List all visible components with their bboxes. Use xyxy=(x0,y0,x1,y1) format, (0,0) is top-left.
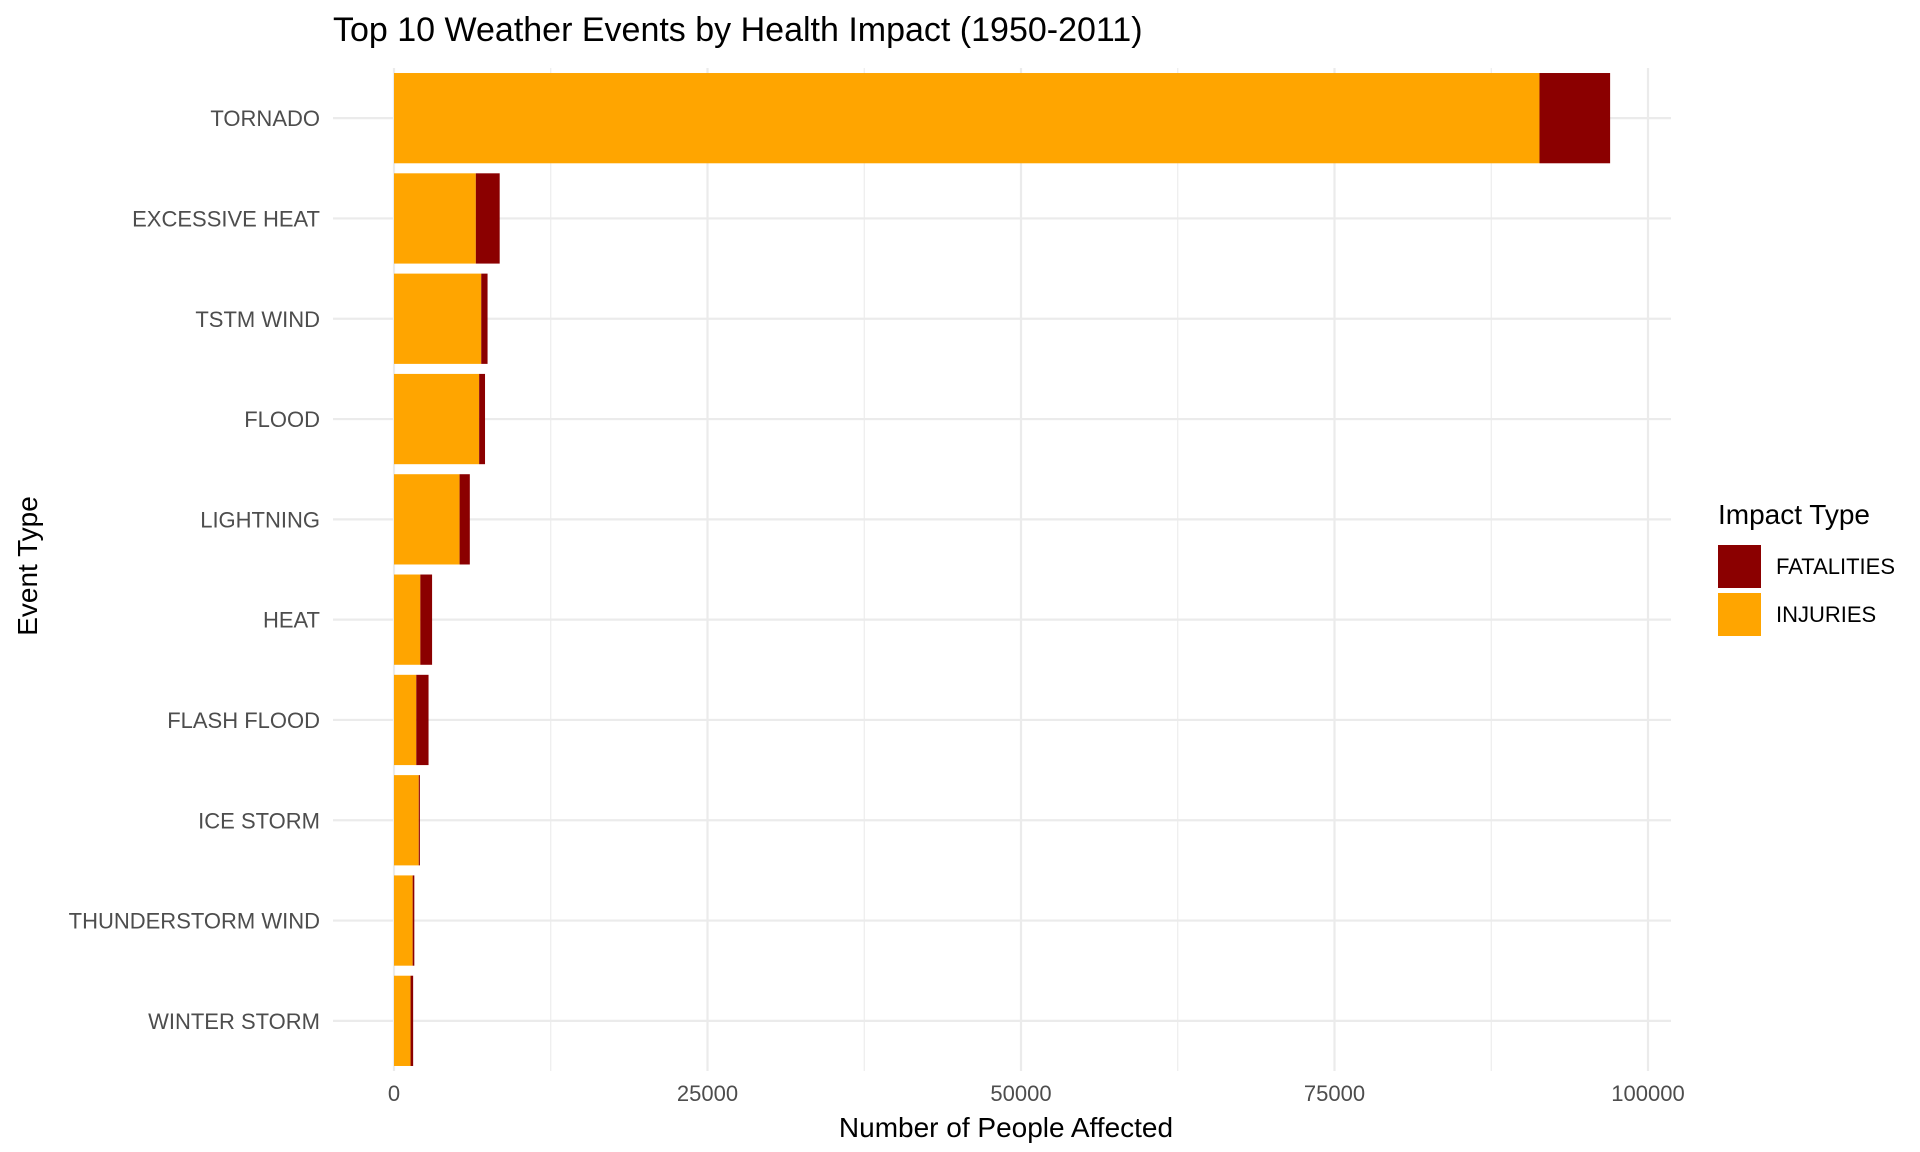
bar-fatalities-flash-flood xyxy=(416,674,429,766)
y-axis-title: Event Type xyxy=(12,496,43,636)
bar-injuries-heat xyxy=(394,574,421,665)
bar-fatalities-winter-storm xyxy=(410,975,414,1066)
bar-injuries-thunderstorm-wind xyxy=(394,875,413,966)
bar-injuries-winter-storm xyxy=(394,975,411,1066)
bar-fatalities-flood xyxy=(479,373,486,465)
x-tick-label: 75000 xyxy=(1304,1081,1365,1106)
bars xyxy=(394,73,1611,1066)
legend: Impact Type FATALITIES INJURIES xyxy=(1718,499,1895,636)
x-tick-label: 100000 xyxy=(1611,1081,1684,1106)
y-tick-label: TORNADO xyxy=(210,106,320,131)
y-tick-label: ICE STORM xyxy=(198,808,320,833)
legend-label-fatalities: FATALITIES xyxy=(1776,554,1895,579)
grid-lines xyxy=(333,68,1671,1071)
x-axis-title: Number of People Affected xyxy=(839,1112,1173,1143)
y-tick-label: FLOOD xyxy=(244,407,320,432)
bar-fatalities-excessive-heat xyxy=(475,173,500,264)
bar-fatalities-heat xyxy=(420,574,433,665)
bar-fatalities-ice-storm xyxy=(418,775,420,866)
legend-items: FATALITIES INJURIES xyxy=(1718,545,1895,636)
legend-swatch-fatalities xyxy=(1718,545,1761,588)
y-tick-label: TSTM WIND xyxy=(195,307,320,332)
bar-injuries-ice-storm xyxy=(394,775,419,866)
x-tick-label: 0 xyxy=(388,1081,400,1106)
bar-injuries-tstm-wind xyxy=(394,273,482,364)
y-tick-label: EXCESSIVE HEAT xyxy=(132,206,320,231)
chart-title: Top 10 Weather Events by Health Impact (… xyxy=(333,11,1143,49)
bar-fatalities-thunderstorm-wind xyxy=(412,875,415,966)
bar-injuries-flood xyxy=(394,373,480,465)
bar-injuries-excessive-heat xyxy=(394,173,476,264)
bar-fatalities-lightning xyxy=(459,474,470,565)
x-tick-label: 50000 xyxy=(990,1081,1051,1106)
x-axis-ticks: 0 25000 50000 75000 100000 xyxy=(388,1081,1685,1106)
y-axis-ticks: TORNADO EXCESSIVE HEAT TSTM WIND FLOOD LIGHT… xyxy=(69,106,320,1034)
y-tick-label: HEAT xyxy=(263,608,320,633)
bar-injuries-flash-flood xyxy=(394,674,417,766)
y-tick-label: WINTER STORM xyxy=(148,1009,320,1034)
bar-injuries-lightning xyxy=(394,474,460,565)
x-tick-label: 25000 xyxy=(677,1081,738,1106)
y-tick-label: LIGHTNING xyxy=(200,507,320,532)
legend-label-injuries: INJURIES xyxy=(1776,602,1876,627)
bar-injuries-tornado xyxy=(394,73,1540,164)
y-tick-label: THUNDERSTORM WIND xyxy=(69,909,320,934)
bar-fatalities-tstm-wind xyxy=(481,273,488,364)
legend-swatch-injuries xyxy=(1718,593,1761,636)
bar-fatalities-tornado xyxy=(1539,73,1611,164)
legend-title: Impact Type xyxy=(1718,499,1870,530)
y-tick-label: FLASH FLOOD xyxy=(167,708,320,733)
